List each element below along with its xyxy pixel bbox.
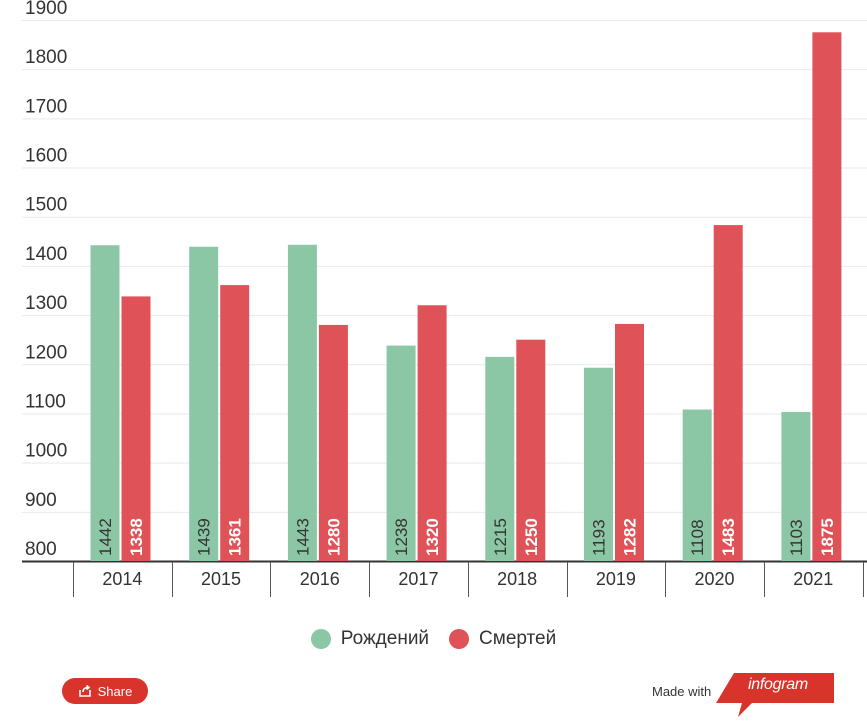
legend-label: Смертей (479, 628, 557, 649)
share-button[interactable]: Share (62, 678, 148, 704)
bar (713, 225, 743, 561)
bar (189, 246, 219, 561)
y-tick-label: 1700 (25, 96, 67, 117)
share-icon (78, 684, 91, 697)
bar (812, 32, 842, 561)
bar-value-label: 1238 (392, 518, 411, 556)
bar-value-label: 1193 (590, 519, 609, 556)
bar (615, 323, 644, 561)
bar (121, 296, 151, 561)
bar-value-label: 1320 (423, 518, 442, 556)
bar (417, 305, 447, 561)
bar-value-label: 1250 (522, 518, 541, 556)
bar-value-label: 1280 (324, 518, 343, 556)
x-tick-label: 2017 (398, 569, 438, 589)
bar (682, 409, 712, 561)
bar (318, 324, 348, 561)
legend-label: Рождений (340, 628, 430, 649)
share-label: Share (97, 683, 133, 699)
bar (90, 245, 120, 561)
bar-chart: 800 900 1000 1100 1200 1300 1400 1500 1600 1700 18… (22, 0, 867, 597)
bar-value-label: 1442 (96, 518, 115, 556)
bar (485, 356, 515, 561)
made-with-label: Made with (652, 684, 712, 699)
legend-swatch (449, 629, 470, 649)
bar-value-label: 1443 (293, 518, 312, 556)
bar-value-label: 1483 (719, 518, 738, 556)
y-tick-label: 800 (25, 539, 57, 560)
bar-value-label: 1338 (127, 518, 146, 556)
bar (220, 285, 250, 561)
legend: Рождений Смертей (0, 624, 867, 654)
y-tick-label: 1900 (25, 0, 67, 19)
bar-value-label: 1103 (787, 519, 806, 556)
bar-value-label: 1108 (688, 519, 707, 556)
bar (287, 244, 317, 561)
x-tick-label: 2015 (201, 569, 241, 589)
bar-value-label: 1439 (195, 518, 214, 556)
y-tick-label: 1400 (25, 244, 67, 265)
x-tick-label: 2019 (596, 569, 636, 589)
bar (781, 411, 811, 561)
bar-value-label: 1875 (818, 518, 837, 556)
y-tick-label: 1100 (25, 391, 66, 412)
bar (386, 345, 416, 561)
y-tick-label: 900 (25, 490, 57, 511)
x-tick-label: 2021 (793, 569, 833, 589)
x-tick-label: 2020 (695, 569, 735, 589)
y-tick-label: 1500 (25, 195, 67, 216)
y-tick-label: 1200 (25, 342, 67, 363)
x-tick-label: 2016 (300, 569, 340, 589)
y-tick-label: 1000 (25, 441, 67, 462)
legend-item[interactable]: Рождений (310, 628, 430, 650)
x-tick-label: 2018 (497, 569, 537, 589)
y-tick-label: 1800 (25, 47, 67, 68)
bar (584, 367, 613, 561)
legend-swatch (310, 629, 331, 649)
y-tick-label: 1600 (25, 146, 67, 167)
x-tick-label: 2014 (102, 569, 142, 589)
y-tick-label: 1300 (25, 293, 67, 314)
bar-value-label: 1282 (621, 518, 640, 556)
legend-item[interactable]: Смертей (449, 628, 556, 650)
bar-value-label: 1215 (491, 518, 510, 556)
infogram-logo[interactable] (716, 673, 834, 717)
bar (516, 339, 546, 561)
infogram-logo-text: infogram (748, 676, 808, 693)
bar-value-label: 1361 (226, 518, 245, 556)
